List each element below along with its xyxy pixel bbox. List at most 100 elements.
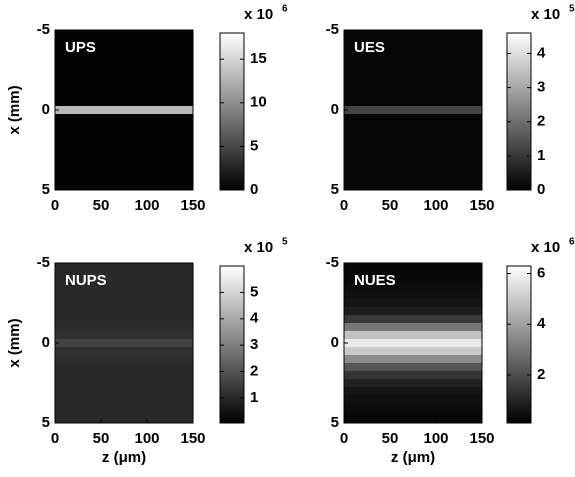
colorbar-exponent: 5	[282, 237, 288, 248]
x-axis-label: z (μm)	[102, 449, 146, 466]
intensity-row	[344, 275, 482, 283]
intensity-row	[55, 283, 193, 291]
intensity-row	[55, 82, 193, 90]
intensity-row	[55, 355, 193, 363]
colorbar-tick-label: 4	[250, 310, 259, 327]
colorbar-scale: x 10	[244, 6, 273, 23]
intensity-row	[55, 315, 193, 323]
colorbar-tick-label: 6	[537, 265, 545, 282]
x-tick-label: 150	[469, 430, 494, 447]
intensity-row	[55, 419, 193, 423]
x-tick-label: 0	[340, 197, 348, 214]
intensity-row	[55, 379, 193, 387]
x-tick-label: 100	[423, 430, 448, 447]
intensity-row	[55, 146, 193, 154]
colorbar-tick-label: 2	[250, 363, 258, 380]
intensity-row	[344, 122, 482, 130]
intensity-row	[55, 50, 193, 58]
x-tick-label: 100	[134, 197, 159, 214]
intensity-row	[344, 267, 482, 275]
intensity-row	[344, 106, 482, 114]
colorbar-scale: x 10	[531, 6, 560, 23]
x-tick-label: 50	[93, 430, 110, 447]
intensity-row	[55, 30, 193, 34]
y-tick-label: 0	[331, 334, 339, 351]
intensity-row	[344, 34, 482, 42]
intensity-row	[344, 363, 482, 371]
intensity-row	[344, 170, 482, 178]
y-tick-label: 0	[42, 101, 50, 118]
intensity-row	[55, 98, 193, 106]
y-tick-label: -5	[326, 254, 339, 271]
intensity-row	[344, 339, 482, 347]
x-tick-label: 0	[51, 430, 59, 447]
intensity-row	[344, 186, 482, 190]
intensity-row	[55, 331, 193, 339]
intensity-row	[344, 66, 482, 74]
intensity-row	[344, 146, 482, 154]
colorbar-tick-label: 4	[537, 315, 546, 332]
colorbar-tick-label: 1	[537, 147, 545, 164]
intensity-row	[55, 347, 193, 355]
intensity-row	[344, 403, 482, 411]
colorbar-tick-label: 5	[250, 283, 258, 300]
y-axis-label: x (mm)	[6, 318, 23, 367]
intensity-row	[344, 411, 482, 419]
intensity-row	[55, 74, 193, 82]
colorbar-scale: x 10	[531, 239, 560, 256]
intensity-row	[55, 178, 193, 186]
intensity-row	[344, 395, 482, 403]
x-tick-label: 50	[382, 430, 399, 447]
intensity-row	[344, 291, 482, 299]
intensity-row	[55, 114, 193, 122]
intensity-row	[55, 186, 193, 190]
intensity-row	[344, 82, 482, 90]
intensity-row	[344, 114, 482, 122]
y-tick-label: 0	[42, 334, 50, 351]
intensity-row	[344, 58, 482, 66]
panel-title: UES	[354, 39, 385, 56]
intensity-row	[344, 307, 482, 315]
x-axis-label: z (μm)	[391, 449, 435, 466]
colorbar-tick-label: 2	[537, 366, 545, 383]
colorbar-tick-label: 3	[250, 336, 258, 353]
y-tick-label: 5	[42, 414, 50, 431]
panel-title: UPS	[65, 39, 96, 56]
colorbar	[219, 265, 245, 424]
intensity-row	[55, 106, 193, 114]
intensity-row	[55, 275, 193, 283]
intensity-row	[344, 90, 482, 98]
x-tick-label: 150	[180, 197, 205, 214]
x-tick-label: 100	[134, 430, 159, 447]
x-tick-label: 0	[51, 197, 59, 214]
x-tick-label: 150	[180, 430, 205, 447]
intensity-row	[55, 263, 193, 267]
y-tick-label: -5	[37, 254, 50, 271]
intensity-row	[344, 30, 482, 34]
colorbar-tick-label: 1	[250, 389, 258, 406]
x-tick-label: 50	[93, 197, 110, 214]
y-tick-label: 5	[42, 181, 50, 198]
intensity-row	[55, 34, 193, 42]
intensity-row	[55, 66, 193, 74]
intensity-row	[344, 347, 482, 355]
panel-title: NUES	[354, 272, 396, 289]
colorbar-tick-label: 4	[537, 44, 546, 61]
colorbar-scale: x 10	[244, 239, 273, 256]
intensity-row	[55, 291, 193, 299]
intensity-row	[55, 122, 193, 130]
intensity-row	[344, 130, 482, 138]
intensity-row	[55, 42, 193, 50]
intensity-row	[55, 154, 193, 162]
y-tick-label: 5	[331, 181, 339, 198]
x-tick-label: 0	[340, 430, 348, 447]
intensity-row	[344, 42, 482, 50]
intensity-row	[344, 355, 482, 363]
colorbar-tick-label: 3	[537, 79, 545, 96]
intensity-row	[55, 363, 193, 371]
colorbar-exponent: 5	[569, 4, 575, 15]
intensity-row	[55, 90, 193, 98]
intensity-row	[344, 162, 482, 170]
intensity-row	[344, 154, 482, 162]
